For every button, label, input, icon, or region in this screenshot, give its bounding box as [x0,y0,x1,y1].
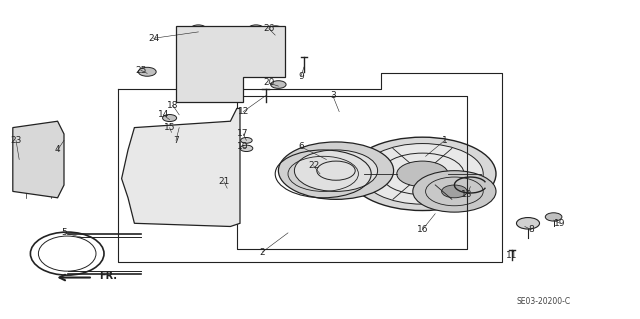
Circle shape [220,184,235,192]
Circle shape [413,171,496,212]
Text: 18: 18 [167,101,179,110]
Text: 20: 20 [263,78,275,87]
Polygon shape [122,108,240,226]
Circle shape [516,218,540,229]
Text: FR.: FR. [99,271,117,281]
Text: 4: 4 [55,145,60,154]
Circle shape [349,137,496,211]
Circle shape [271,81,286,88]
Circle shape [294,150,378,191]
Text: 17: 17 [237,130,249,138]
Ellipse shape [38,236,96,271]
Circle shape [164,127,179,134]
Circle shape [362,144,483,204]
Circle shape [278,142,394,199]
Text: 5: 5 [61,228,67,237]
Text: 14: 14 [157,110,169,119]
Text: 10: 10 [237,142,249,151]
Text: 11: 11 [506,251,518,260]
Circle shape [266,26,284,35]
Text: 13: 13 [461,190,473,199]
Text: 21: 21 [218,177,230,186]
Circle shape [138,67,156,76]
Polygon shape [13,121,64,198]
Circle shape [248,25,264,33]
Circle shape [241,137,252,143]
Text: 19: 19 [554,219,566,228]
Circle shape [545,213,562,221]
Text: 2: 2 [260,248,265,256]
Text: 26: 26 [263,24,275,33]
Text: 23: 23 [10,136,22,145]
Text: 9: 9 [298,72,303,81]
Text: 12: 12 [237,107,249,116]
Circle shape [163,115,177,122]
Text: 24: 24 [148,34,159,43]
Text: 22: 22 [308,161,319,170]
Text: 16: 16 [417,225,428,234]
Circle shape [173,163,205,179]
Text: 15: 15 [164,123,175,132]
Text: 6: 6 [298,142,303,151]
Circle shape [191,25,206,33]
Text: 1: 1 [442,136,447,145]
Circle shape [240,145,253,152]
Polygon shape [176,26,285,102]
Text: 25: 25 [135,66,147,75]
Text: 3: 3 [330,91,335,100]
Text: 8: 8 [529,225,534,234]
Circle shape [442,185,467,198]
Text: SE03-20200-C: SE03-20200-C [517,297,571,306]
Circle shape [147,150,230,191]
Circle shape [397,161,448,187]
Text: 7: 7 [173,136,179,145]
